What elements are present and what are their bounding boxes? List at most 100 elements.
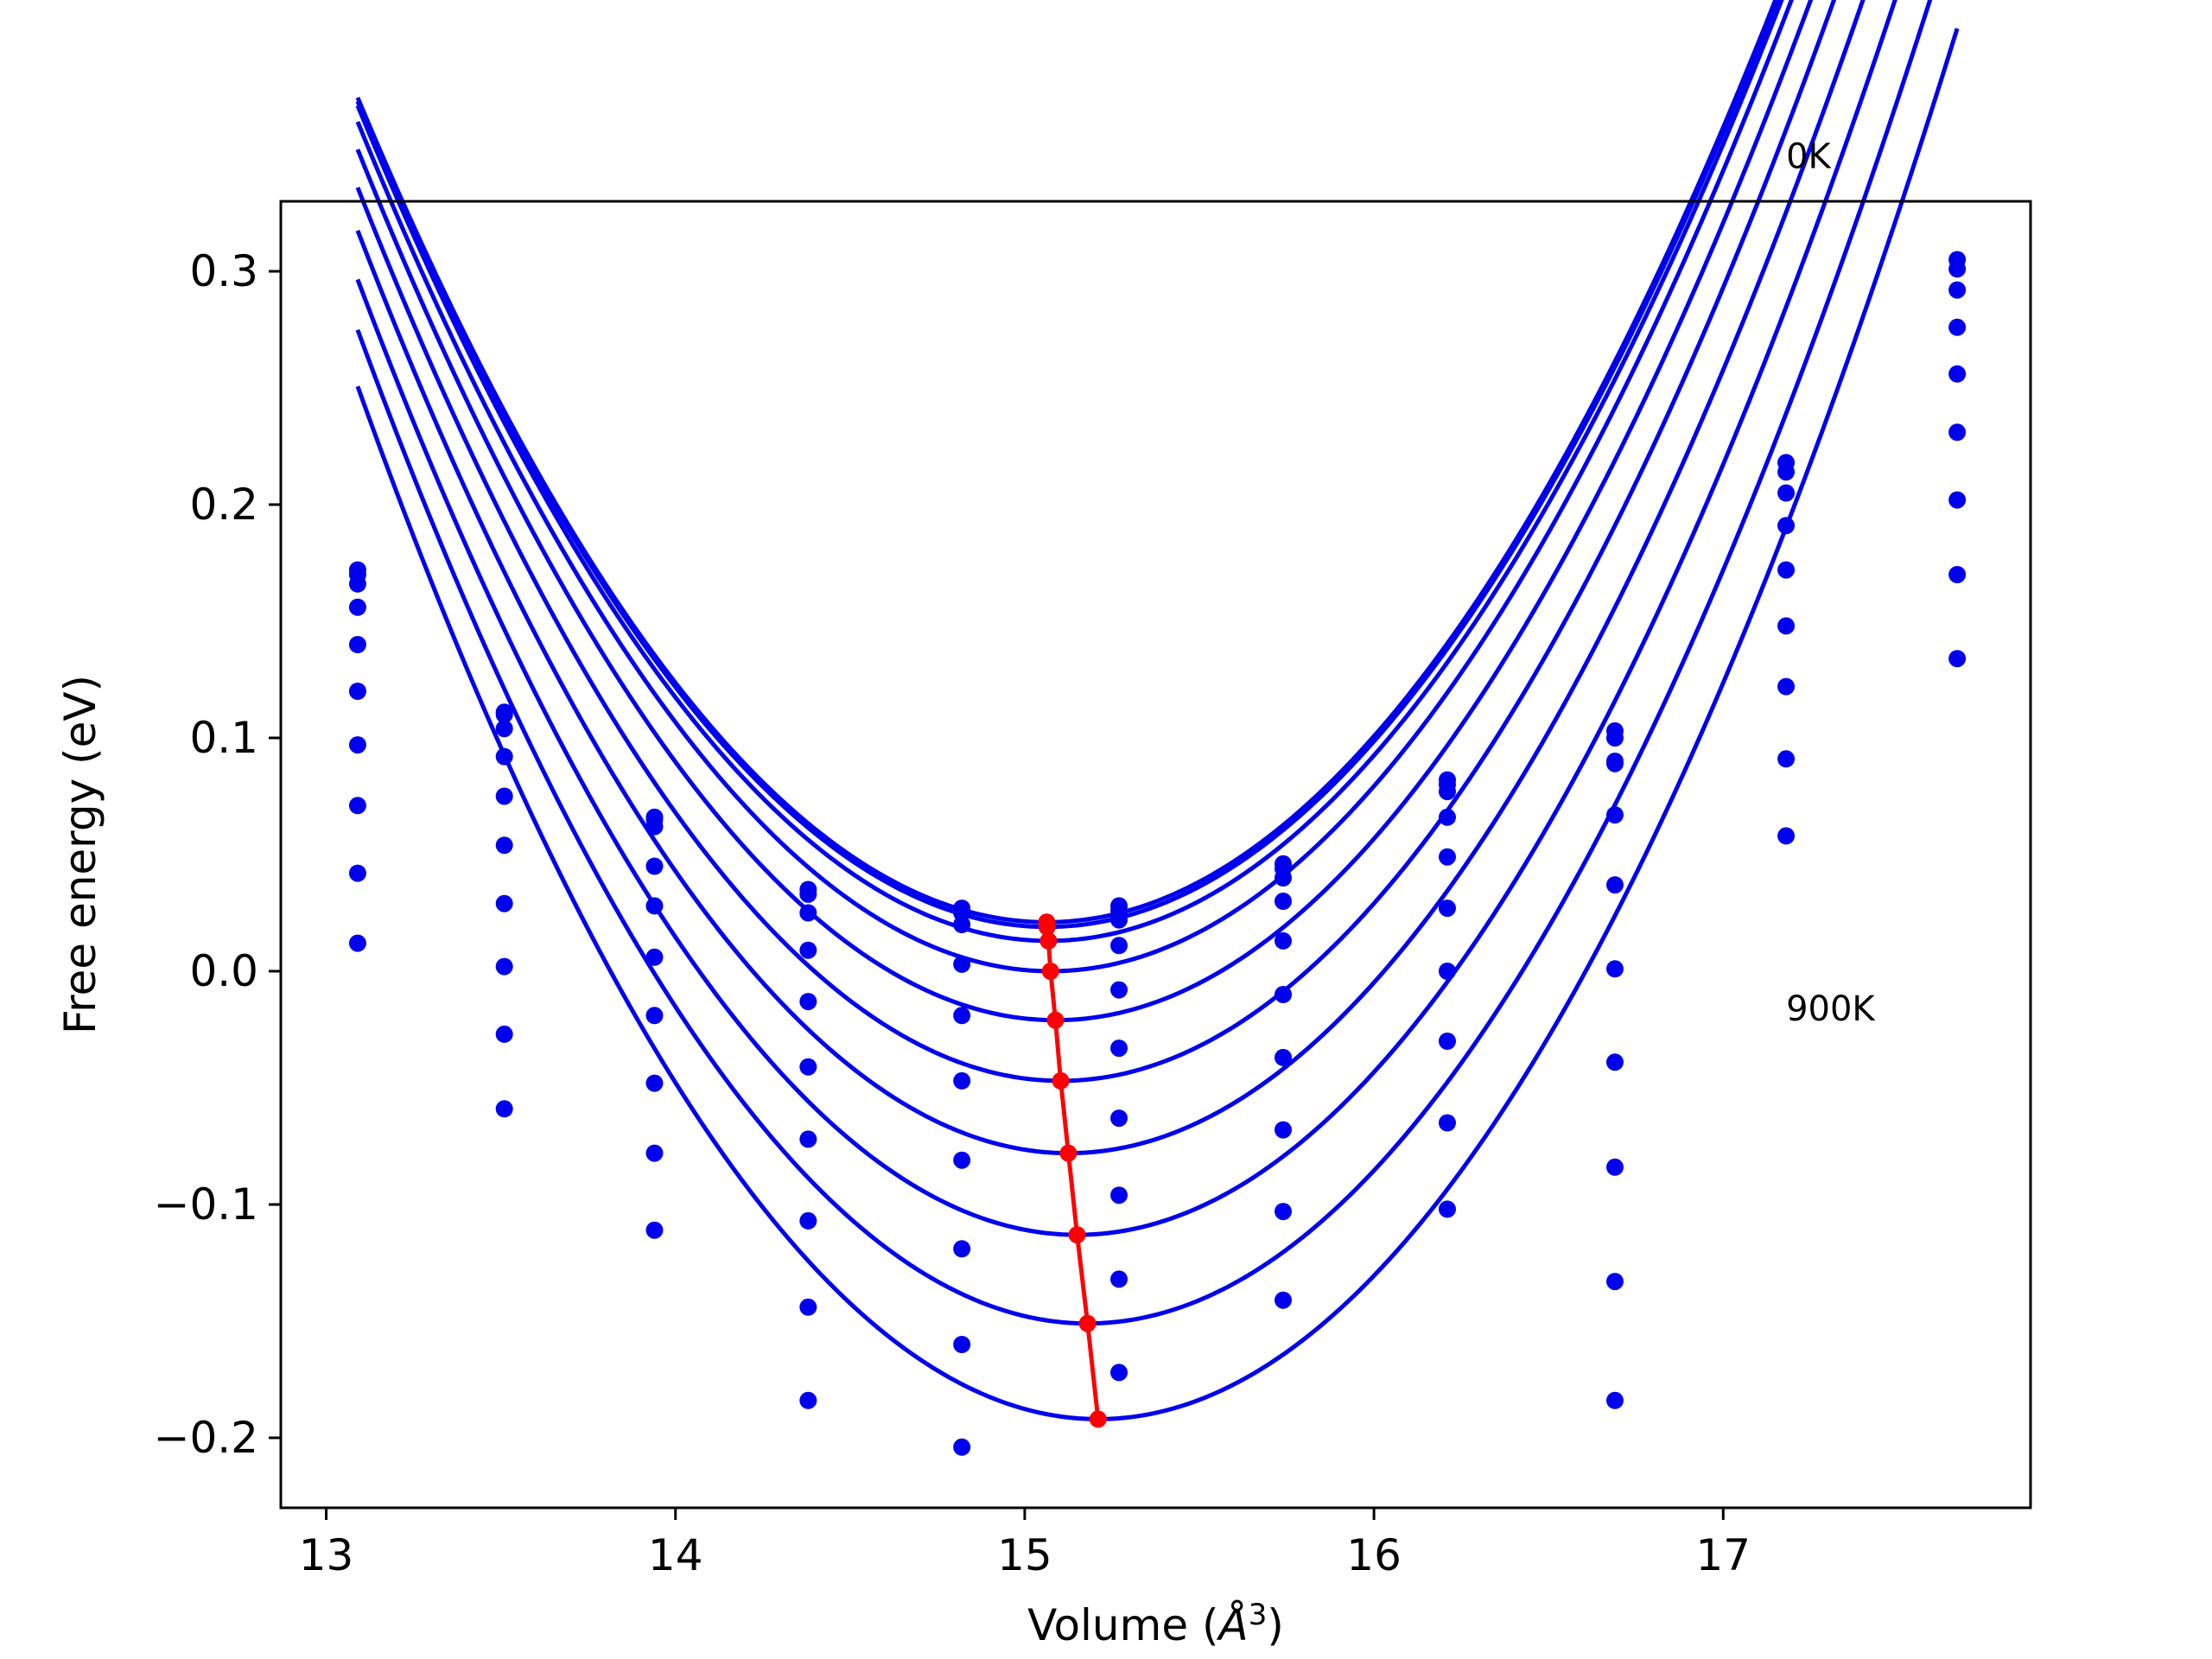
- data-point: [1606, 1273, 1624, 1291]
- minimum-point: [1046, 1011, 1065, 1029]
- data-point: [1948, 566, 1967, 583]
- data-point: [1110, 981, 1128, 999]
- data-point: [1274, 986, 1293, 1003]
- data-point: [348, 934, 366, 952]
- data-point: [1274, 893, 1293, 910]
- data-point: [348, 683, 366, 700]
- x-tick-label: 15: [997, 1530, 1052, 1580]
- data-point: [953, 1438, 971, 1456]
- minima-path: [1044, 922, 1101, 1420]
- annotation: 0K: [1786, 137, 1832, 176]
- y-tick-label: 0.3: [189, 246, 258, 296]
- data-point: [953, 955, 971, 973]
- y-axis-title: Free energy (eV): [55, 675, 105, 1034]
- fit-curves: [355, 0, 1960, 1421]
- x-tick-label: 16: [1346, 1530, 1402, 1580]
- data-point: [495, 787, 513, 805]
- fit-curve: [355, 0, 1837, 1084]
- x-tick-label: 13: [299, 1530, 354, 1580]
- y-tick-label: −0.2: [154, 1413, 258, 1463]
- fit-curve: [355, 0, 1897, 1237]
- data-point: [1439, 783, 1456, 801]
- data-point: [1439, 1200, 1456, 1218]
- data-point: [1274, 1203, 1293, 1221]
- data-point: [953, 1336, 971, 1353]
- annotations: 0K 900K: [1786, 137, 1876, 1029]
- data-point: [1110, 911, 1128, 929]
- data-point: [1948, 318, 1967, 336]
- data-point: [953, 916, 971, 933]
- data-point: [1606, 876, 1624, 894]
- data-point: [1439, 848, 1456, 866]
- data-point: [495, 747, 513, 766]
- data-point: [1948, 650, 1967, 668]
- data-point: [953, 1007, 971, 1025]
- x-axis-title-close: ): [1267, 1600, 1284, 1650]
- axes-frame: [279, 200, 2032, 1510]
- fit-curve: [355, 0, 1933, 1326]
- fit-curve: [355, 0, 1780, 930]
- data-point: [1439, 1033, 1456, 1050]
- data-point: [495, 836, 513, 855]
- data-point: [1110, 937, 1128, 955]
- data-point: [799, 904, 817, 922]
- data-point: [1777, 463, 1796, 481]
- fit-curve: [355, 0, 1866, 1156]
- data-point: [348, 598, 366, 616]
- minimum-point: [1068, 1226, 1086, 1244]
- data-point: [1606, 1053, 1624, 1071]
- data-point: [645, 817, 664, 836]
- data-point: [1274, 931, 1293, 950]
- data-point: [1110, 1270, 1128, 1288]
- data-point: [1606, 1391, 1624, 1409]
- data-point: [1274, 1048, 1293, 1066]
- data-point: [953, 1071, 971, 1090]
- data-point: [1948, 491, 1967, 509]
- data-point: [1439, 1114, 1456, 1132]
- data-point: [1606, 1158, 1624, 1176]
- data-point: [645, 1221, 664, 1239]
- data-point: [1777, 677, 1796, 696]
- data-point: [799, 1058, 817, 1076]
- y-axis: −0.2 −0.1 0.0 0.1 0.2 0.3: [154, 246, 281, 1463]
- data-point: [1110, 1363, 1128, 1382]
- data-point: [799, 1298, 817, 1316]
- minimum-point: [1078, 1314, 1096, 1332]
- data-point: [1274, 1291, 1293, 1309]
- data-point: [495, 720, 513, 738]
- x-axis: 13 14 15 16 17: [299, 1508, 1751, 1580]
- data-point: [348, 864, 366, 882]
- data-point: [495, 894, 513, 912]
- fit-curve: [355, 28, 1960, 1421]
- data-point: [348, 797, 366, 815]
- data-point: [645, 857, 664, 875]
- data-point: [799, 941, 817, 959]
- data-point: [645, 948, 664, 966]
- data-point: [645, 1144, 664, 1162]
- data-point: [348, 736, 366, 754]
- data-point: [799, 993, 817, 1011]
- minimum-point: [1059, 1144, 1077, 1162]
- y-tick-label: 0.1: [189, 713, 258, 763]
- y-tick-label: −0.1: [154, 1179, 258, 1230]
- data-point: [953, 1240, 971, 1258]
- data-point: [1110, 1109, 1128, 1128]
- data-points: [348, 251, 1967, 1456]
- minimum-point: [1039, 931, 1058, 950]
- data-point: [1777, 517, 1796, 535]
- data-point: [1606, 729, 1624, 747]
- x-axis-title-main: Volume (: [1027, 1600, 1218, 1650]
- data-point: [1439, 963, 1456, 980]
- data-point: [1777, 484, 1796, 502]
- data-point: [495, 1025, 513, 1043]
- y-tick-label: 0.2: [189, 480, 258, 530]
- minimum-point: [1038, 918, 1056, 936]
- data-point: [799, 1130, 817, 1148]
- x-tick-label: 14: [648, 1530, 703, 1580]
- data-point: [645, 1074, 664, 1092]
- data-point: [799, 885, 817, 903]
- data-point: [1777, 561, 1796, 579]
- data-point: [1606, 960, 1624, 978]
- fit-curve: [355, 0, 1778, 925]
